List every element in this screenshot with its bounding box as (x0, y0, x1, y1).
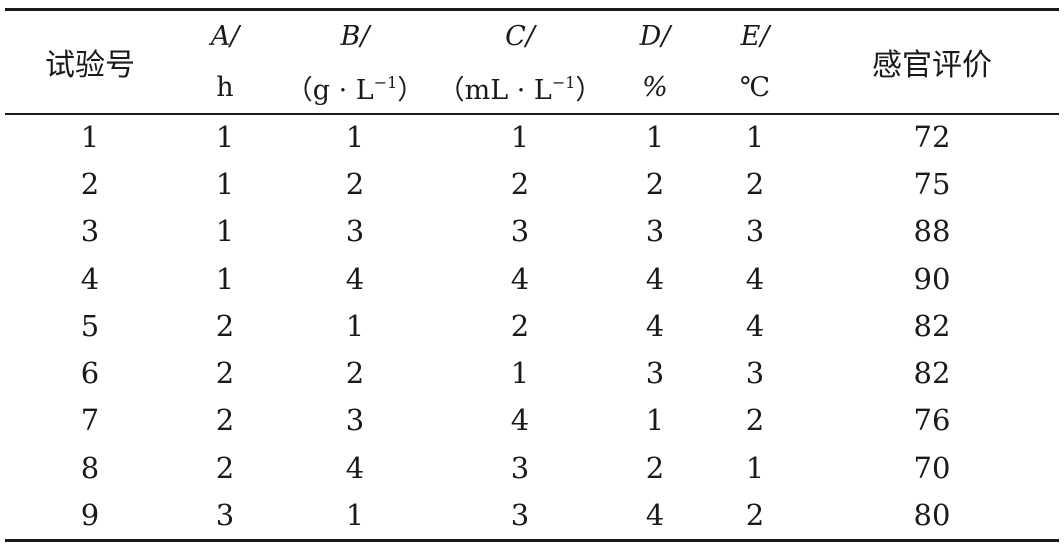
cell-d: 4 (645, 308, 665, 343)
unit-b-exponent: −1 (373, 73, 398, 92)
cell-c: 1 (510, 119, 530, 154)
unit-c-base: （mL · L (437, 75, 552, 106)
unit-b-close: ） (397, 75, 425, 106)
cell-d: 3 (645, 214, 665, 249)
unit-a: h (216, 72, 234, 103)
cell-d: 4 (645, 261, 665, 296)
unit-b-base: （g · L (285, 75, 374, 106)
cell-trial-no: 6 (80, 356, 100, 391)
cell-c: 3 (510, 498, 530, 533)
cell-e: 1 (745, 119, 765, 154)
cell-c: 4 (510, 403, 530, 438)
cell-sensory: 70 (913, 450, 951, 485)
cell-c: 4 (510, 261, 530, 296)
cell-e: 3 (745, 356, 765, 391)
cell-b: 4 (345, 450, 365, 485)
cell-d: 1 (645, 119, 665, 154)
cell-c: 3 (510, 214, 530, 249)
header-row-names: 试验号 A/ B/ C/ D/ E/ 感官评价 (5, 11, 1059, 83)
cell-sensory: 82 (913, 356, 951, 391)
cell-trial-no: 7 (80, 403, 100, 438)
table-row: 8 2 4 3 2 1 70 (5, 444, 1059, 491)
cell-b: 3 (345, 214, 365, 249)
cell-a: 2 (215, 356, 235, 391)
header-factor-e: E/ (740, 21, 770, 52)
header-factor-b: B/ (340, 21, 370, 52)
cell-trial-no: 9 (80, 498, 100, 533)
table-row: 9 3 1 3 4 2 80 (5, 491, 1059, 538)
header-factor-c: C/ (505, 21, 535, 52)
cell-d: 2 (645, 450, 665, 485)
cell-sensory: 72 (913, 119, 951, 154)
unit-c-close: ） (575, 75, 603, 106)
cell-a: 1 (215, 119, 235, 154)
cell-c: 3 (510, 450, 530, 485)
table-row: 3 1 3 3 3 3 88 (5, 208, 1059, 255)
cell-a: 2 (215, 403, 235, 438)
cell-sensory: 88 (913, 214, 951, 249)
cell-trial-no: 4 (80, 261, 100, 296)
header-factor-d: D/ (639, 21, 671, 52)
cell-sensory: 90 (913, 261, 951, 296)
top-rule (5, 8, 1059, 11)
header-rule (5, 113, 1059, 115)
cell-trial-no: 3 (80, 214, 100, 249)
cell-b: 3 (345, 403, 365, 438)
cell-d: 2 (645, 166, 665, 201)
table-row: 5 2 1 2 4 4 82 (5, 302, 1059, 349)
cell-e: 4 (745, 308, 765, 343)
cell-b: 2 (345, 166, 365, 201)
unit-b: （g · L−1） (275, 62, 435, 113)
cell-e: 2 (745, 498, 765, 533)
header-factor-a: A/ (210, 21, 240, 52)
cell-sensory: 80 (913, 498, 951, 533)
cell-b: 1 (345, 498, 365, 533)
cell-c: 1 (510, 356, 530, 391)
header-row-units: h （g · L−1） （mL · L−1） % ℃ (5, 62, 1059, 113)
header-sensory-score: 感官评价 (872, 48, 992, 83)
cell-trial-no: 8 (80, 450, 100, 485)
cell-b: 1 (345, 119, 365, 154)
cell-e: 3 (745, 214, 765, 249)
cell-a: 1 (215, 166, 235, 201)
cell-b: 2 (345, 356, 365, 391)
cell-a: 3 (215, 498, 235, 533)
cell-b: 4 (345, 261, 365, 296)
cell-sensory: 76 (913, 403, 951, 438)
cell-sensory: 82 (913, 308, 951, 343)
cell-d: 4 (645, 498, 665, 533)
cell-e: 4 (745, 261, 765, 296)
cell-trial-no: 5 (80, 308, 100, 343)
cell-a: 1 (215, 261, 235, 296)
cell-b: 1 (345, 308, 365, 343)
cell-e: 2 (745, 403, 765, 438)
unit-c-exponent: −1 (551, 73, 576, 92)
cell-e: 2 (745, 166, 765, 201)
cell-a: 2 (215, 308, 235, 343)
cell-trial-no: 2 (80, 166, 100, 201)
cell-e: 1 (745, 450, 765, 485)
unit-c: （mL · L−1） (435, 62, 605, 113)
header-trial-no: 试验号 (45, 48, 135, 83)
table-body: 1 1 1 1 1 1 72 2 1 2 2 2 2 75 3 1 3 (5, 113, 1059, 539)
table-row: 4 1 4 4 4 4 90 (5, 255, 1059, 302)
bottom-rule (5, 539, 1059, 542)
unit-e: ℃ (739, 72, 771, 103)
unit-d: % (642, 72, 668, 103)
cell-a: 2 (215, 450, 235, 485)
cell-c: 2 (510, 166, 530, 201)
cell-a: 1 (215, 214, 235, 249)
cell-d: 1 (645, 403, 665, 438)
orthogonal-test-table: 试验号 A/ B/ C/ D/ E/ 感官评价 h （g · L−1） （mL … (5, 11, 1059, 539)
cell-trial-no: 1 (80, 119, 100, 154)
table-row: 6 2 2 1 3 3 82 (5, 349, 1059, 396)
table-row: 1 1 1 1 1 1 72 (5, 113, 1059, 160)
cell-d: 3 (645, 356, 665, 391)
cell-sensory: 75 (913, 166, 951, 201)
table-row: 7 2 3 4 1 2 76 (5, 397, 1059, 444)
cell-c: 2 (510, 308, 530, 343)
table-row: 2 1 2 2 2 2 75 (5, 160, 1059, 207)
